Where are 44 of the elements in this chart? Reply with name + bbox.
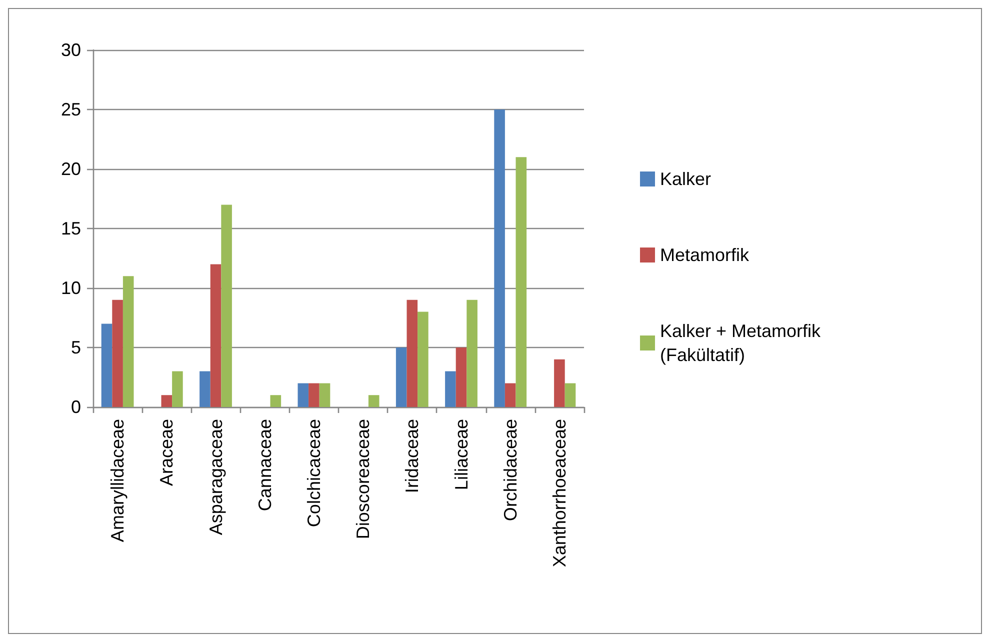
bar: [504, 383, 516, 407]
y-tick-label: 25: [60, 100, 81, 120]
bar: [210, 264, 222, 407]
y-tick-label: 30: [60, 40, 81, 60]
x-tick-label: Iridaceae: [402, 419, 422, 494]
bar: [368, 395, 380, 407]
bar: [466, 300, 478, 407]
bar: [172, 371, 183, 407]
bar: [406, 300, 418, 407]
bar: [319, 383, 330, 407]
x-tick-label: Liliaceae: [451, 419, 472, 490]
bar: [554, 359, 565, 407]
bar: [418, 312, 428, 407]
x-tick-label: Asparagaceae: [206, 419, 226, 536]
y-tick-label: 15: [60, 218, 81, 238]
bar: [445, 371, 456, 407]
x-tick-label: Colchicaceae: [304, 419, 324, 528]
bar: [221, 204, 232, 407]
bar: [308, 383, 320, 407]
y-tick-label: 5: [70, 338, 81, 358]
bar: [270, 395, 282, 407]
x-tick-label: Amaryllidaceae: [108, 419, 128, 542]
x-tick-label: Xanthorrhoeaceae: [549, 419, 570, 568]
y-tick-label: 10: [60, 278, 81, 298]
x-tick-label: Cannaceae: [254, 419, 275, 512]
bar: [298, 383, 309, 407]
bar: [101, 324, 112, 407]
bar: [122, 276, 134, 407]
y-tick-label: 0: [70, 397, 81, 417]
bar: [112, 300, 123, 407]
bar: [564, 383, 576, 407]
legend-label: Kalker: [660, 169, 712, 189]
legend-label: Metamorfik: [660, 245, 750, 265]
x-tick-label: Dioscoreaceae: [353, 419, 374, 540]
x-tick-label: Orchidaceae: [500, 419, 520, 522]
legend-label: Kalker + Metamorfik (Fakültatif): [660, 321, 826, 365]
bar: [494, 110, 505, 407]
bar: [516, 157, 527, 407]
bar: [396, 348, 407, 407]
bar: [200, 371, 210, 407]
bar: [456, 348, 467, 407]
x-tick-label: Araceae: [156, 419, 177, 486]
y-tick-label: 20: [60, 159, 81, 179]
bar: [161, 395, 172, 407]
